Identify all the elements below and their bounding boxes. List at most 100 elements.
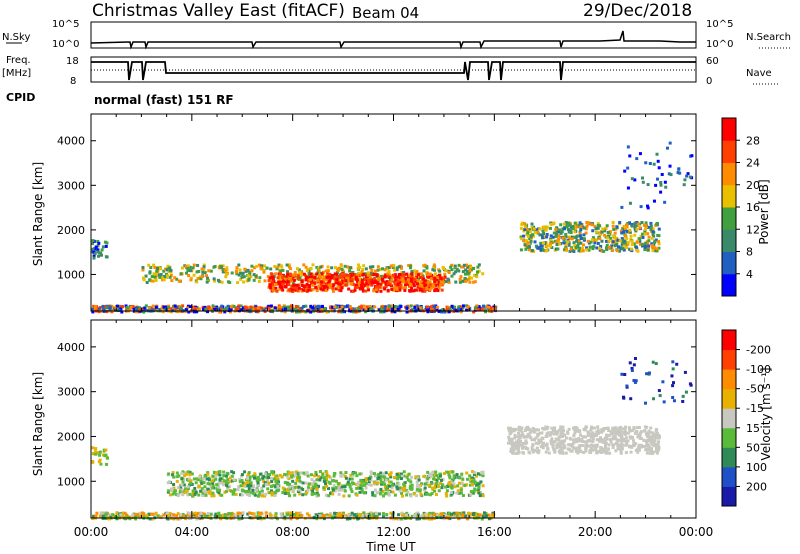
velocity-echo-cell [655,431,659,435]
velocity-echo-cell [461,477,465,481]
power-echo-cell [410,276,414,280]
power-echo-cell [620,231,624,235]
power-echo-cell [555,232,559,236]
power-echo-cell [564,235,568,239]
power-echo-cell [298,271,302,275]
velocity-echo-cell [397,517,401,521]
power-echo-cell [326,265,330,269]
velocity-echo-cell [399,472,403,476]
velocity-echo-cell [306,488,310,492]
power-echo-cell [197,269,201,273]
power-echo-cell [178,279,182,283]
power-echo-cell [258,276,262,280]
velocity-echo-cell [358,490,362,494]
power-echo-cell [320,272,324,276]
power-echo-cell [554,228,558,232]
power-echo-cell [466,272,470,276]
velocity-echo-cell [365,513,369,517]
velocity-echo-cell [472,511,476,515]
velocity-echo-cell [191,494,195,498]
velocity-echo-cell [309,473,313,477]
power-echo-cell [604,226,608,230]
velocity-echo-cell [262,484,266,488]
velocity-echo-cell [356,482,360,486]
velocity-echo-cell [132,513,136,517]
velocity-echo-cell [507,428,511,432]
power-echo-cell [249,305,253,309]
velocity-ytick-label: 3000 [57,386,85,399]
power-echo-cell [587,221,591,225]
power-echo-cell [422,277,426,281]
power-echo-cell [101,304,105,308]
velocity-echo-cell [357,480,361,484]
power-echo-cell [271,286,275,290]
power-echo-cell [591,247,595,251]
power-echo-cell [533,240,537,244]
velocity-echo-cell [258,512,262,516]
velocity-echo-cell [654,436,658,440]
velocity-echo-cell [269,485,273,489]
power-echo-cell [257,263,261,267]
power-echo-cell [575,239,579,243]
velocity-echo-cell [632,439,636,443]
power-echo-cell [293,271,297,275]
velocity-echo-cell [283,473,287,477]
velocity-echo-cell [210,479,214,483]
velocity-echo-cell [291,473,295,477]
velocity-echo-cell [217,485,221,489]
power-echo-cell [269,286,273,290]
velocity-echo-cell [445,494,449,498]
velocity-echo-cell [482,511,486,515]
power-echo-cell [473,306,477,310]
velocity-echo-cell [350,490,354,494]
velocity-echo-cell [217,491,221,495]
power-echo-cell [262,270,266,274]
power-echo-cell [259,306,263,310]
velocity-echo-cell [592,426,596,430]
power-colorbar-tick-label: 28 [746,134,760,147]
power-echo-cell [545,232,549,236]
velocity-echo-cell [102,448,106,452]
power-echo-cell [467,277,471,281]
velocity-echo-cell [238,517,242,521]
power-echo-cell [638,222,642,226]
power-echo-cell [649,221,653,225]
power-echo-cell [397,285,401,289]
power-echo-cell [396,279,400,283]
velocity-echo-cell [617,439,621,443]
power-echo-cell [98,251,102,255]
power-echo-cell [312,282,316,286]
power-echo-cell [288,307,292,311]
velocity-echo-cell [430,475,434,479]
power-echo-cell [406,278,410,282]
power-echo-cell [283,284,287,288]
velocity-echo-cell [447,511,451,515]
power-echo-cell [187,274,191,278]
power-echo-cell [611,224,615,228]
velocity-echo-cell [445,470,449,474]
power-echo-cell [308,286,312,290]
velocity-echo-cell [207,478,211,482]
velocity-echo-cell [553,426,557,430]
power-echo-cell [676,171,680,175]
power-echo-cell [629,247,633,251]
power-echo-cell [281,282,285,286]
power-echo-cell [409,278,413,282]
velocity-echo-cell [381,512,385,516]
velocity-echo-cell [521,433,525,437]
velocity-echo-cell [256,494,260,498]
velocity-echo-cell [433,489,437,493]
velocity-echo-cell [301,487,305,491]
power-echo-cell [311,283,315,287]
power-echo-cell [459,308,463,312]
power-echo-cell [278,285,282,289]
velocity-echo-cell [671,367,675,371]
velocity-echo-cell [550,426,554,430]
power-echo-cell [466,305,470,309]
velocity-echo-cell [283,515,287,519]
velocity-echo-cell [620,372,624,376]
power-echo-cell [638,152,642,156]
velocity-echo-cell [541,446,545,450]
velocity-echo-cell [388,484,392,488]
power-echo-cell [489,306,493,310]
